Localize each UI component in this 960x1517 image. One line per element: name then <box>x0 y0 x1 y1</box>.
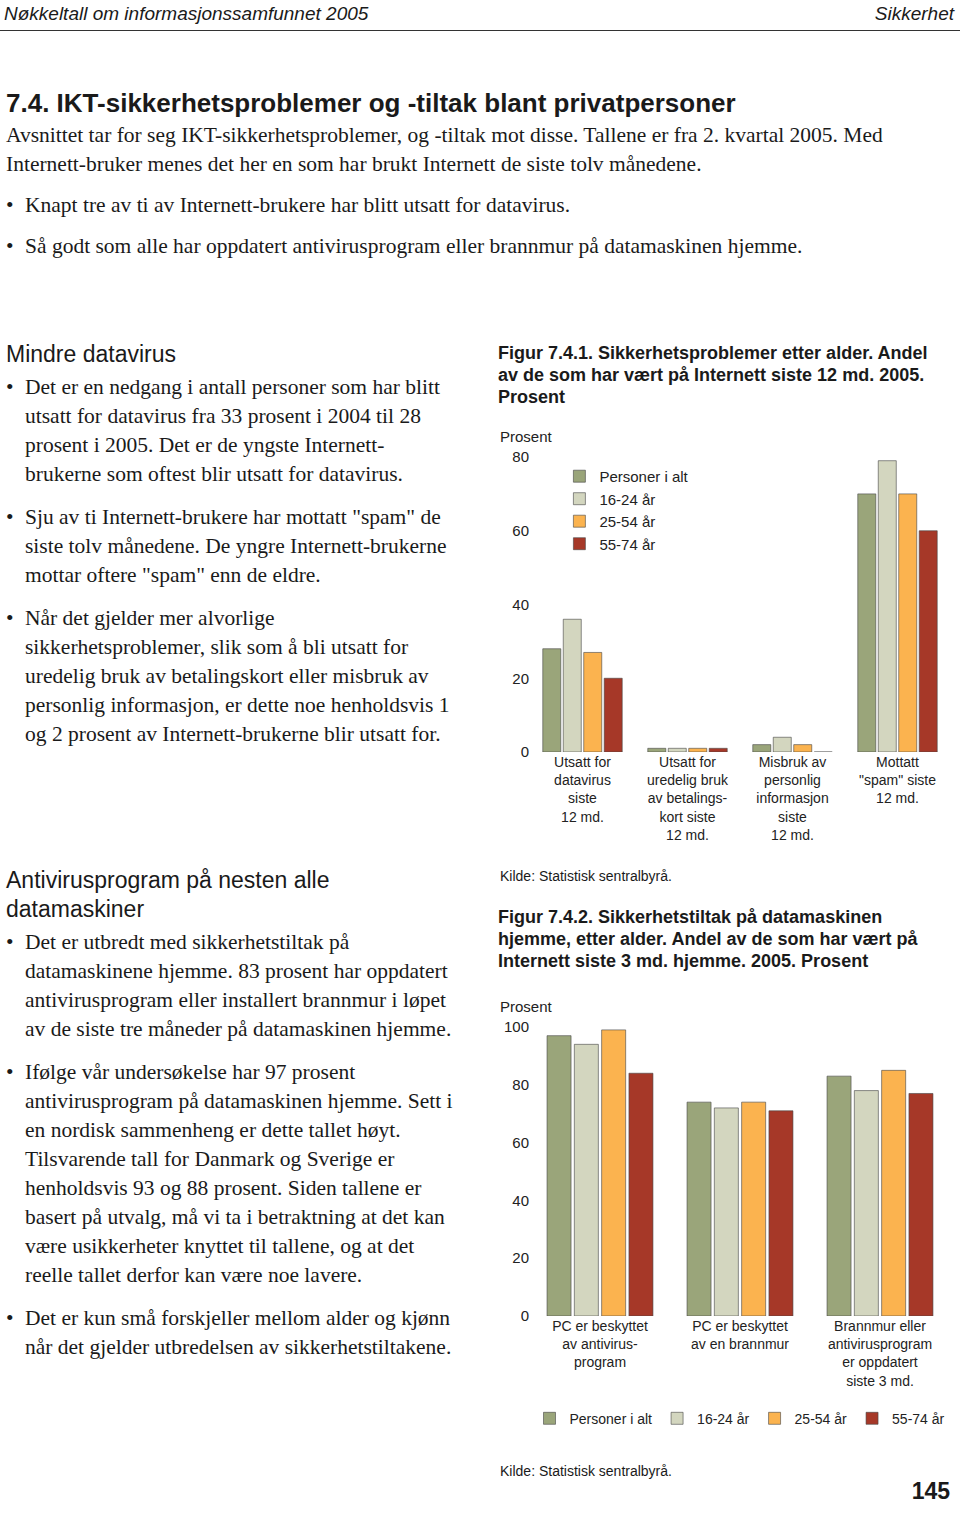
svg-text:PC er beskyttetav antivirus-pr: PC er beskyttetav antivirus-program <box>552 1318 648 1370</box>
svg-text:40: 40 <box>512 1192 529 1209</box>
html-text:Nøkkeltall om informasjonssamf: Nøkkeltall om informasjonssamfunnet 2005 <box>4 3 369 24</box>
svg-text:80: 80 <box>512 448 529 465</box>
svg-text:20: 20 <box>512 1249 529 1266</box>
svg-text:55-74 år: 55-74 år <box>599 536 655 553</box>
svg-text:Brannmur ellerantivirusprogram: Brannmur ellerantivirusprogramer oppdate… <box>828 1318 932 1389</box>
svg-text:Utsatt foruredelig brukav beta: Utsatt foruredelig brukav betalings-kort… <box>647 754 729 843</box>
svg-text:40: 40 <box>512 596 529 613</box>
html-text:Sju av ti Internett-brukere ha: Sju av ti Internett-brukere har mottatt … <box>25 505 447 587</box>
svg-text:16-24 år: 16-24 år <box>697 1411 749 1427</box>
html-text:Det er kun små forskjeller mel: Det er kun små forskjeller mellom alder … <box>25 1306 452 1359</box>
html-text:Figur 7.4.2. Sikkerhetstiltak: Figur 7.4.2. Sikkerhetstiltak på datamas… <box>498 907 918 971</box>
svg-text:20: 20 <box>512 670 529 687</box>
html-text:Figur 7.4.1. Sikkerhetsproblem: Figur 7.4.1. Sikkerhetsproblemer etter a… <box>498 343 928 407</box>
html-text:Når det gjelder mer alvorlige: Når det gjelder mer alvorlige sikkerhets… <box>25 606 450 746</box>
html-text:7.4. IKT-sikkerhetsproblemer o: 7.4. IKT-sikkerhetsproblemer og -tiltak … <box>6 88 736 118</box>
svg-text:0: 0 <box>521 743 529 760</box>
svg-text:16-24 år: 16-24 år <box>599 491 655 508</box>
svg-text:60: 60 <box>512 522 529 539</box>
html-text:Mindre datavirus: Mindre datavirus <box>6 341 176 367</box>
html-text:145: 145 <box>911 1478 950 1504</box>
html-text:Knapt tre av ti av Internett-b: Knapt tre av ti av Internett-brukere har… <box>25 193 571 217</box>
svg-text:25-54 år: 25-54 år <box>599 513 655 530</box>
svg-text:Utsatt fordatavirussiste12 md.: Utsatt fordatavirussiste12 md. <box>554 754 611 825</box>
svg-text:55-74 år: 55-74 år <box>892 1411 944 1427</box>
svg-text:Prosent: Prosent <box>500 998 553 1015</box>
html-text:Kilde: Statistisk sentralbyrå.: Kilde: Statistisk sentralbyrå. <box>500 868 672 884</box>
html-text:Det er en nedgang i antall per: Det er en nedgang i antall personer som … <box>25 375 440 486</box>
svg-text:25-54 år: 25-54 år <box>795 1411 847 1427</box>
svg-text:Prosent: Prosent <box>500 428 553 445</box>
svg-text:Personer i alt: Personer i alt <box>570 1411 653 1427</box>
html-text:Så godt som alle har oppdatert: Så godt som alle har oppdatert antivirus… <box>25 234 803 258</box>
svg-text:Mottatt"spam" siste12 md.: Mottatt"spam" siste12 md. <box>859 754 936 806</box>
svg-text:Misbruk avpersonliginformasjon: Misbruk avpersonliginformasjonsiste12 md… <box>756 754 828 843</box>
html-text:Sikkerhet: Sikkerhet <box>874 3 954 24</box>
svg-text:100: 100 <box>504 1018 529 1035</box>
html-text:Ifølge vår undersøkelse har 97: Ifølge vår undersøkelse har 97 prosent a… <box>25 1060 453 1287</box>
html-text:Kilde: Statistisk sentralbyrå.: Kilde: Statistisk sentralbyrå. <box>500 1463 672 1479</box>
svg-text:Personer i alt: Personer i alt <box>599 468 688 485</box>
html-text:Antivirusprogram på nesten all: Antivirusprogram på nesten alle datamask… <box>6 867 330 922</box>
svg-text:0: 0 <box>521 1307 529 1324</box>
html-text:Det er utbredt med sikkerhetst: Det er utbredt med sikkerhetstiltak på d… <box>25 930 452 1041</box>
svg-text:PC er beskyttetav en brannmur: PC er beskyttetav en brannmur <box>691 1318 789 1352</box>
html-text:Avsnittet tar for seg IKT-sikk: Avsnittet tar for seg IKT-sikkerhetsprob… <box>6 123 883 176</box>
svg-text:80: 80 <box>512 1076 529 1093</box>
svg-text:60: 60 <box>512 1134 529 1151</box>
